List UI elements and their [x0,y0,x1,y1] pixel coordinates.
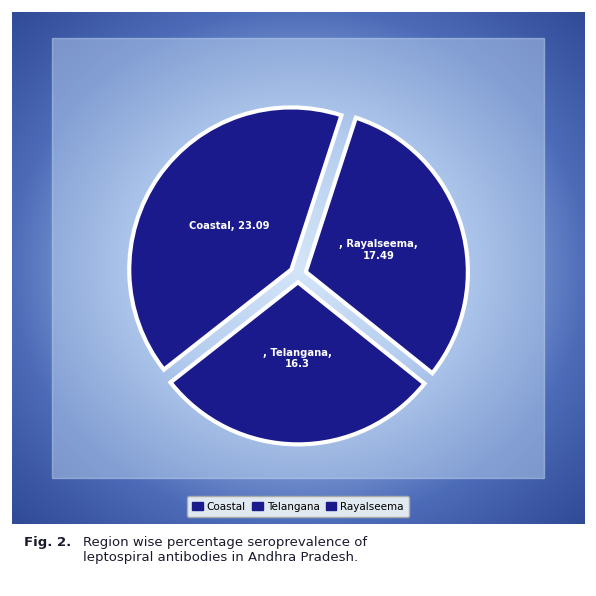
Text: Fig. 2.: Fig. 2. [24,536,71,550]
Wedge shape [129,107,342,370]
Text: , Rayalseema,
17.49: , Rayalseema, 17.49 [339,239,418,261]
Wedge shape [170,283,424,445]
Bar [52,38,544,479]
Text: Region wise percentage seroprevalence of
leptospiral antibodies in Andhra Prades: Region wise percentage seroprevalence of… [83,536,368,564]
Wedge shape [306,117,468,373]
Text: Coastal, 23.09: Coastal, 23.09 [189,221,269,231]
Text: , Telangana,
16.3: , Telangana, 16.3 [263,347,332,370]
Legend: Coastal, Telangana, Rayalseema: Coastal, Telangana, Rayalseema [187,496,409,517]
